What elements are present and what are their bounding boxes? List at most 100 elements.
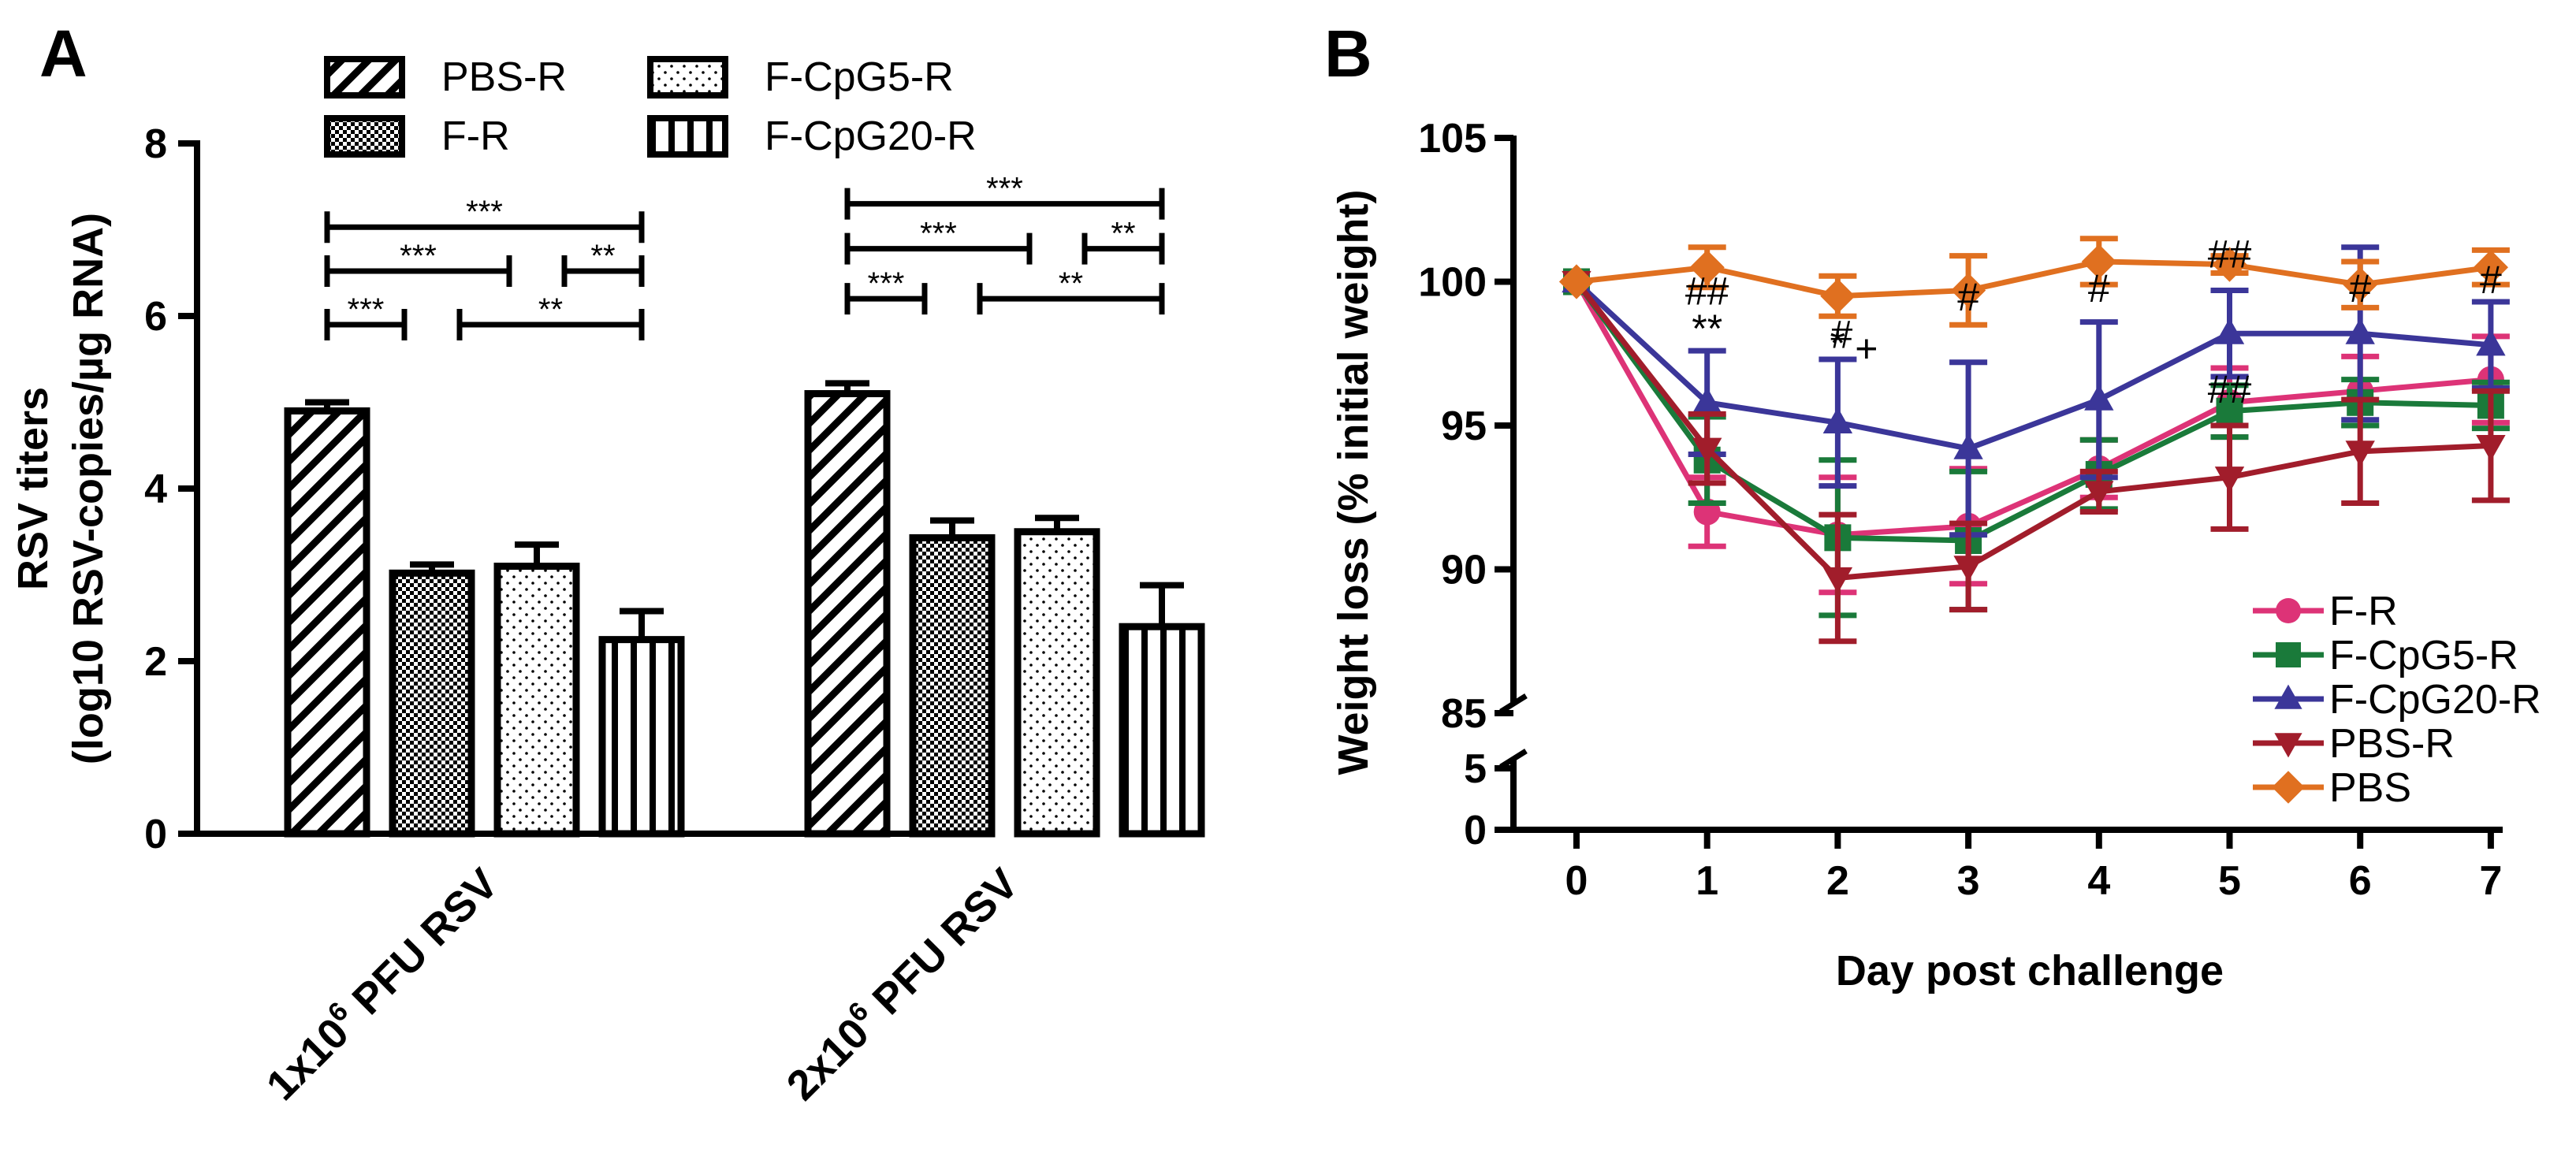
y-tick-label: 105 bbox=[1418, 116, 1487, 162]
panel-b-axes: 85 90 95 100 105 0 5 0 1 2 3 4 5 6 7 Day post challenge… bbox=[1330, 116, 2503, 994]
data-point bbox=[2476, 434, 2506, 462]
panel-a-y-axis-label: RSV titers (log10 RSV-copies/µg RNA) bbox=[9, 213, 112, 764]
legend-marker-pbs-r bbox=[2274, 733, 2302, 758]
data-point bbox=[2345, 318, 2375, 344]
x-tick-label: 4 bbox=[2087, 858, 2110, 904]
legend-swatch-pbs-r bbox=[324, 56, 405, 99]
panel-label-a: A bbox=[39, 17, 87, 91]
x-tick-label: 6 bbox=[2349, 858, 2372, 904]
data-point bbox=[1953, 556, 1983, 582]
panel-b-series bbox=[1558, 236, 2510, 645]
significance-label: *** bbox=[986, 172, 1023, 206]
significance-label: *** bbox=[400, 239, 437, 273]
data-point bbox=[1689, 250, 1725, 285]
data-point bbox=[1953, 433, 1983, 459]
legend-marker-pbs bbox=[2272, 771, 2305, 804]
significance-annotation: ## bbox=[1685, 270, 1729, 314]
y-tick-label: 2 bbox=[144, 639, 167, 685]
data-point bbox=[2345, 441, 2375, 467]
y-tick-label: 90 bbox=[1441, 548, 1487, 593]
x-tick-label: 7 bbox=[2479, 858, 2502, 904]
significance-label: *** bbox=[348, 292, 385, 327]
significance-label: ** bbox=[1111, 217, 1135, 251]
bar-f-r-group-1 bbox=[389, 569, 475, 838]
x-category-label: 1x106 PFU RSV bbox=[255, 857, 508, 1110]
data-point bbox=[1692, 437, 1722, 464]
significance-label: *** bbox=[920, 217, 957, 251]
y-axis-label-line2: (log10 RSV-copies/µg RNA) bbox=[65, 213, 112, 764]
legend-swatch-f-cpg5-r bbox=[647, 56, 728, 99]
significance-annotation: * bbox=[1830, 321, 1845, 365]
x-tick-label: 2 bbox=[1826, 858, 1849, 904]
data-point bbox=[2476, 329, 2506, 356]
category-suffix: PFU RSV bbox=[855, 860, 1028, 1032]
data-point bbox=[2081, 243, 2116, 280]
bar-pbs-r-group-2 bbox=[804, 390, 891, 838]
data-point bbox=[1820, 278, 1856, 314]
legend-label-pbs-r: PBS-R bbox=[2329, 721, 2455, 767]
legend-label-f-r: F-R bbox=[2329, 589, 2398, 634]
legend-label-f-cpg20-r: F-CpG20-R bbox=[765, 113, 977, 159]
y-tick-label: 100 bbox=[1418, 260, 1487, 306]
significance-label: ** bbox=[590, 239, 615, 273]
axis-break-mark bbox=[1499, 693, 1528, 714]
legend-marker-f-r bbox=[2276, 598, 2301, 623]
data-point bbox=[1558, 264, 1595, 299]
legend-label-pbs: PBS bbox=[2329, 765, 2411, 811]
y-tick-label: 8 bbox=[144, 121, 167, 167]
data-point bbox=[2084, 481, 2114, 507]
bar-f-cpg20-r-group-2 bbox=[1119, 623, 1205, 838]
legend-label-f-cpg5-r: F-CpG5-R bbox=[2329, 633, 2518, 678]
legend-marker-f-cpg20-r bbox=[2274, 684, 2302, 709]
x-tick-label: 0 bbox=[1565, 858, 1588, 904]
series-line bbox=[1573, 280, 2492, 538]
legend-label-f-r: F-R bbox=[441, 113, 510, 159]
legend-swatch-f-r bbox=[324, 115, 405, 158]
legend-swatch-f-cpg20-r bbox=[647, 115, 728, 158]
significance-annotation: # bbox=[1830, 312, 1852, 356]
data-point bbox=[2343, 267, 2378, 303]
y-tick-label: 5 bbox=[1464, 746, 1487, 792]
panel-a-legend: PBS-R F-R F-CpG5-R F-CpG20-R bbox=[324, 54, 977, 159]
significance-annotation: ## bbox=[2208, 232, 2252, 276]
significance-label: ** bbox=[538, 292, 563, 327]
significance-annotation: # bbox=[2088, 266, 2110, 310]
legend-marker-f-cpg5-r bbox=[2276, 642, 2301, 667]
significance-label: ** bbox=[1059, 266, 1083, 301]
panel-a-bar-chart: A RSV titers (log10 RSV-copies/µg RNA) PB… bbox=[9, 17, 1205, 1110]
series-pbs bbox=[1558, 236, 2510, 328]
x-category-label: 2x106 PFU RSV bbox=[776, 857, 1028, 1110]
y-tick-label: 0 bbox=[1464, 808, 1487, 853]
x-tick-label: 3 bbox=[1957, 858, 1980, 904]
data-point bbox=[1822, 567, 1853, 593]
panel-b-line-chart: B 85 90 95 100 105 0 5 0 1 2 3 4 5 6 7 Day post challen… bbox=[1324, 17, 2541, 994]
significance-annotation: ## bbox=[2208, 367, 2252, 411]
data-point bbox=[2212, 247, 2247, 282]
legend-label-f-cpg5-r: F-CpG5-R bbox=[765, 54, 954, 100]
data-point bbox=[1951, 273, 1986, 308]
data-point bbox=[2214, 318, 2245, 344]
bar-pbs-r-group-1 bbox=[284, 407, 370, 838]
legend-label-f-cpg20-r: F-CpG20-R bbox=[2329, 677, 2541, 723]
significance-label: *** bbox=[466, 195, 503, 229]
bar-f-cpg20-r-group-1 bbox=[598, 636, 685, 838]
panel-label-b: B bbox=[1324, 17, 1372, 91]
x-axis-label: Day post challenge bbox=[1836, 947, 2224, 994]
axis-break-mark bbox=[1499, 749, 1528, 769]
significance-annotation: # bbox=[1957, 275, 1979, 319]
data-point bbox=[2473, 250, 2508, 285]
legend-label-pbs-r: PBS-R bbox=[441, 54, 567, 100]
y-axis-label-line1: RSV titers bbox=[9, 387, 57, 590]
y-tick-label: 85 bbox=[1441, 691, 1487, 737]
significance-annotation: # bbox=[2480, 258, 2502, 302]
y-tick-label: 95 bbox=[1441, 403, 1487, 449]
x-tick-label: 1 bbox=[1696, 858, 1718, 904]
data-point bbox=[2216, 397, 2243, 425]
significance-label: *** bbox=[868, 266, 905, 301]
data-point bbox=[2084, 384, 2114, 411]
bar-f-cpg5-r-group-2 bbox=[1014, 528, 1100, 838]
series-pbs-r bbox=[1562, 270, 2510, 645]
